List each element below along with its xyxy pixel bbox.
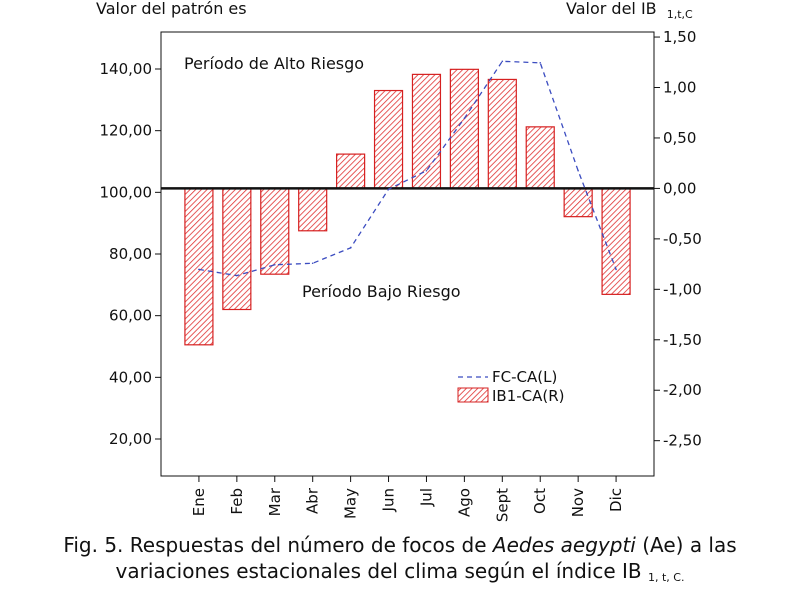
line-point (273, 263, 276, 266)
right-tick-label: -1,00 (663, 280, 702, 298)
left-tick-label: 60,00 (109, 307, 152, 325)
x-tick-label: Oct (531, 488, 549, 514)
right-tick-label: 1,00 (663, 79, 696, 97)
x-tick-label: Nov (569, 488, 587, 517)
line-series-path (198, 60, 617, 277)
bar (525, 126, 555, 190)
left-tick-label: 120,00 (100, 122, 153, 140)
bar (601, 187, 631, 295)
bar (184, 187, 214, 346)
left-tick-label: 100,00 (100, 183, 153, 201)
right-axis: 1,50 1,00 0,50 0,00 -0,50 -1,00 -1,50 -2,00 -2,5… (654, 28, 702, 450)
x-tick-label: Ene (190, 488, 208, 516)
right-axis-title-subscript: 1,t,C (667, 8, 693, 21)
x-tick-label: Sept (493, 488, 511, 522)
caption-prefix: Fig. 5. Respuestas del número de focos d… (63, 533, 493, 557)
bar (336, 153, 366, 190)
line-point (501, 60, 504, 63)
bar (449, 68, 479, 190)
legend-line-label: FC-CA(L) (492, 368, 557, 386)
low-risk-annotation: Período Bajo Riesgo (302, 282, 461, 301)
right-tick-label: -0,50 (663, 230, 702, 248)
caption-line-1: Fig. 5. Respuestas del número de focos d… (0, 532, 800, 558)
caption-subscript: 1, t, C. (647, 571, 685, 584)
right-tick-label: 0,00 (663, 179, 696, 197)
left-axis-title: Valor del patrón es (96, 0, 247, 18)
line-point (236, 274, 238, 277)
line-point (615, 268, 617, 271)
high-risk-annotation: Período de Alto Riesgo (184, 54, 364, 73)
chart: Valor del patrón es Valor del IB 1,t,C 2… (96, 0, 702, 522)
caption-line-2: variaciones estacionales del clima según… (0, 558, 800, 591)
right-axis-title: Valor del IB 1,t,C (566, 0, 693, 21)
line-point (349, 247, 352, 249)
legend-bar-label: IB1-CA(R) (492, 387, 565, 405)
right-tick-label: -2,50 (663, 432, 702, 450)
right-axis-title-main: Valor del IB (566, 0, 657, 18)
x-tick-label: Ago (455, 488, 473, 517)
caption-species: Aedes aegypti (492, 533, 636, 557)
caption-line-2-text: variaciones estacionales del clima según… (115, 559, 642, 583)
bar (222, 187, 252, 311)
caption-middle: (Ae) a las (635, 533, 737, 557)
left-tick-label: 40,00 (109, 368, 152, 386)
left-axis: 20,00 40,00 60,00 80,00 100,00 120,00 140,00 (100, 60, 161, 448)
line-point (425, 169, 428, 172)
line-point (463, 117, 466, 120)
x-tick-label: Feb (228, 488, 246, 515)
x-tick-label: Dic (607, 488, 625, 512)
bar (260, 187, 290, 275)
left-tick-label: 20,00 (109, 430, 152, 448)
line-point (387, 188, 390, 191)
x-tick-label: Jun (380, 488, 398, 512)
line-point (577, 169, 579, 172)
x-tick-label: Abr (304, 487, 322, 514)
line-series (198, 60, 617, 277)
bar (487, 78, 517, 190)
x-tick-label: Mar (266, 487, 284, 516)
bar (373, 89, 404, 190)
left-tick-label: 140,00 (100, 60, 153, 78)
right-tick-label: -1,50 (663, 331, 702, 349)
legend-bar-swatch (457, 387, 489, 403)
x-tick-label: Jul (417, 488, 435, 507)
bar (563, 187, 593, 218)
bar-series (184, 68, 631, 346)
right-tick-label: -2,00 (663, 381, 702, 399)
line-point (539, 62, 542, 64)
figure-caption: Fig. 5. Respuestas del número de focos d… (0, 532, 800, 591)
bar (298, 187, 328, 232)
line-point (311, 262, 314, 265)
right-tick-label: 0,50 (663, 129, 696, 147)
legend: FC-CA(L) IB1-CA(R) (457, 368, 565, 405)
right-tick-label: 1,50 (663, 28, 696, 46)
left-tick-label: 80,00 (109, 245, 152, 263)
line-point (198, 268, 200, 271)
x-tick-label: May (342, 488, 360, 519)
x-axis: Ene Feb Mar Abr May Jun Jul Ago Sept Oct Nov Dic (190, 476, 625, 522)
